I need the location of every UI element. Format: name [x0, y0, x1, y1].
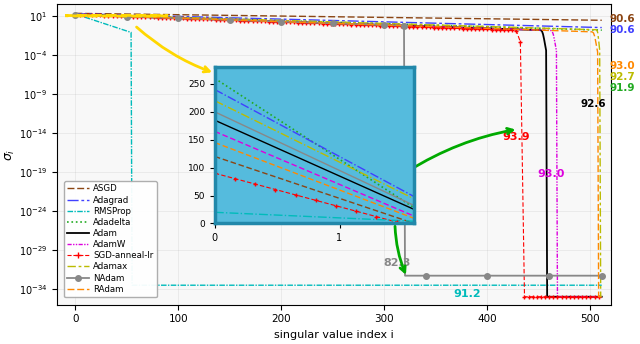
Text: 93.0: 93.0: [610, 61, 636, 71]
Text: 82.3: 82.3: [383, 258, 410, 268]
Text: 91.2: 91.2: [453, 289, 481, 299]
Text: 92.6: 92.6: [580, 99, 605, 109]
X-axis label: singular value index i: singular value index i: [274, 330, 394, 340]
Text: 90.6: 90.6: [610, 14, 636, 24]
Text: 91.9: 91.9: [610, 83, 636, 93]
Text: 90.6: 90.6: [610, 25, 636, 35]
Text: 92.7: 92.7: [610, 72, 636, 82]
Y-axis label: $\sigma_i$: $\sigma_i$: [4, 148, 17, 161]
Text: 93.9: 93.9: [502, 132, 530, 142]
Legend: ASGD, Adagrad, RMSProp, Adadelta, Adam, AdamW, SGD-anneal-lr, Adamax, NAdam, RAd: ASGD, Adagrad, RMSProp, Adadelta, Adam, …: [64, 181, 157, 297]
Text: 93.0: 93.0: [538, 169, 565, 179]
